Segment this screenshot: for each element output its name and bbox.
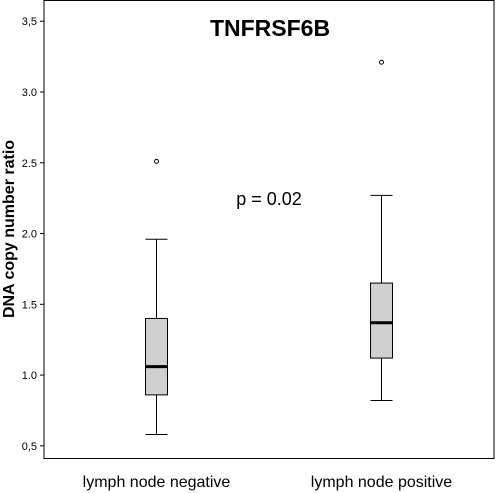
- y-axis-title: DNA copy number ratio: [1, 140, 18, 318]
- annotations: p = 0.02: [236, 189, 302, 209]
- outlier-point: [154, 158, 159, 164]
- y-tick-label: 3.0: [22, 87, 37, 99]
- chart-title: TNFRSF6B: [210, 15, 330, 41]
- y-tick-label: 2.0: [22, 229, 37, 241]
- y-tick-label: 1.5: [22, 299, 37, 311]
- y-axis-ticks: 0,5 1.0 1.5 2.0 2.5 3.0 3,5: [22, 16, 44, 453]
- box-iqr: [370, 282, 393, 359]
- x-axis-category-labels: lymph node negative lymph node positive: [83, 474, 453, 491]
- y-tick-label: 1.0: [22, 370, 37, 382]
- y-tick-label: 2.5: [22, 158, 37, 170]
- p-value-annotation: p = 0.02: [236, 189, 302, 209]
- box-series: [145, 59, 393, 436]
- box-iqr: [145, 317, 168, 396]
- outlier-point: [379, 59, 384, 65]
- y-tick-label: 3,5: [22, 16, 37, 28]
- y-tick-label: 0,5: [22, 441, 37, 453]
- box-group: [145, 158, 168, 436]
- category-label: lymph node negative: [83, 474, 231, 491]
- category-label: lymph node positive: [311, 474, 453, 491]
- box-group: [370, 59, 393, 402]
- plot-frame: [43, 0, 495, 459]
